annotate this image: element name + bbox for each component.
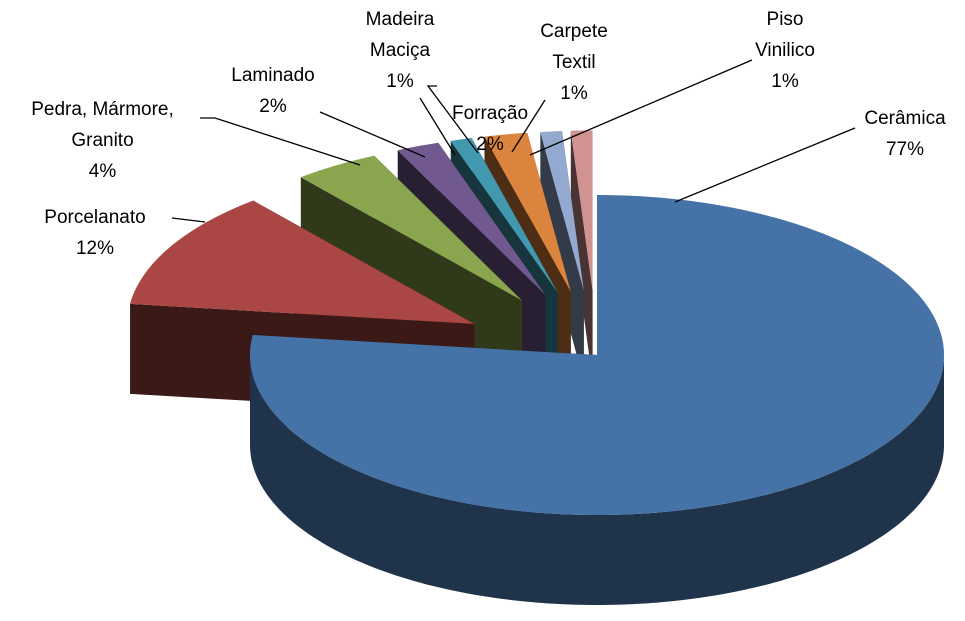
pie-slice	[250, 195, 944, 605]
category-label: Pedra, Mármore, Granito	[31, 99, 174, 151]
data-label: Porcelanato 12%	[20, 202, 170, 264]
leader-line	[419, 97, 456, 156]
category-label: Porcelanato	[44, 207, 146, 228]
slice-radial-face	[570, 130, 593, 381]
slice-top	[300, 155, 522, 301]
value-label: 2%	[259, 96, 287, 117]
value-label: 77%	[885, 139, 925, 160]
slice-top	[130, 200, 475, 324]
category-label: Carpete Textil	[540, 21, 608, 73]
category-label: Madeira Maciça	[365, 9, 435, 61]
data-label: Laminado 2%	[223, 60, 323, 122]
data-label: Forração 2%	[440, 98, 540, 160]
pie-slice	[540, 131, 584, 381]
value-label: 1%	[771, 71, 799, 92]
pie-slice	[570, 130, 593, 381]
data-label: Madeira Maciça 1%	[345, 4, 455, 97]
slice-top	[450, 138, 558, 294]
leader-line	[426, 85, 479, 154]
category-label: Forração	[451, 103, 529, 124]
leader-line	[511, 99, 546, 153]
value-label: 2%	[476, 134, 504, 155]
value-label: 1%	[386, 71, 414, 92]
slice-outer-wall	[250, 355, 944, 605]
category-label: Cerâmica	[864, 108, 946, 129]
data-label: Cerâmica 77%	[845, 103, 965, 165]
value-label: 4%	[88, 161, 117, 182]
data-label: Pedra, Mármore, Granito 4%	[5, 94, 200, 187]
category-label: Laminado	[231, 65, 315, 86]
leader-line	[674, 127, 856, 203]
leader-line	[200, 117, 361, 166]
slice-radial-face	[540, 131, 584, 381]
slice-top	[570, 130, 593, 291]
leader-line	[171, 217, 206, 223]
category-label: Piso Vinilico	[755, 9, 815, 61]
leader-line	[319, 111, 426, 158]
leader-line	[529, 59, 753, 156]
data-label: Piso Vinilico 1%	[745, 4, 825, 97]
slice-top	[250, 195, 944, 515]
slice-top	[484, 132, 571, 292]
data-label: Carpete Textil 1%	[534, 16, 614, 109]
slice-top	[397, 142, 546, 295]
value-label: 12%	[75, 238, 115, 259]
slice-top	[540, 131, 584, 291]
value-label: 1%	[560, 83, 588, 104]
